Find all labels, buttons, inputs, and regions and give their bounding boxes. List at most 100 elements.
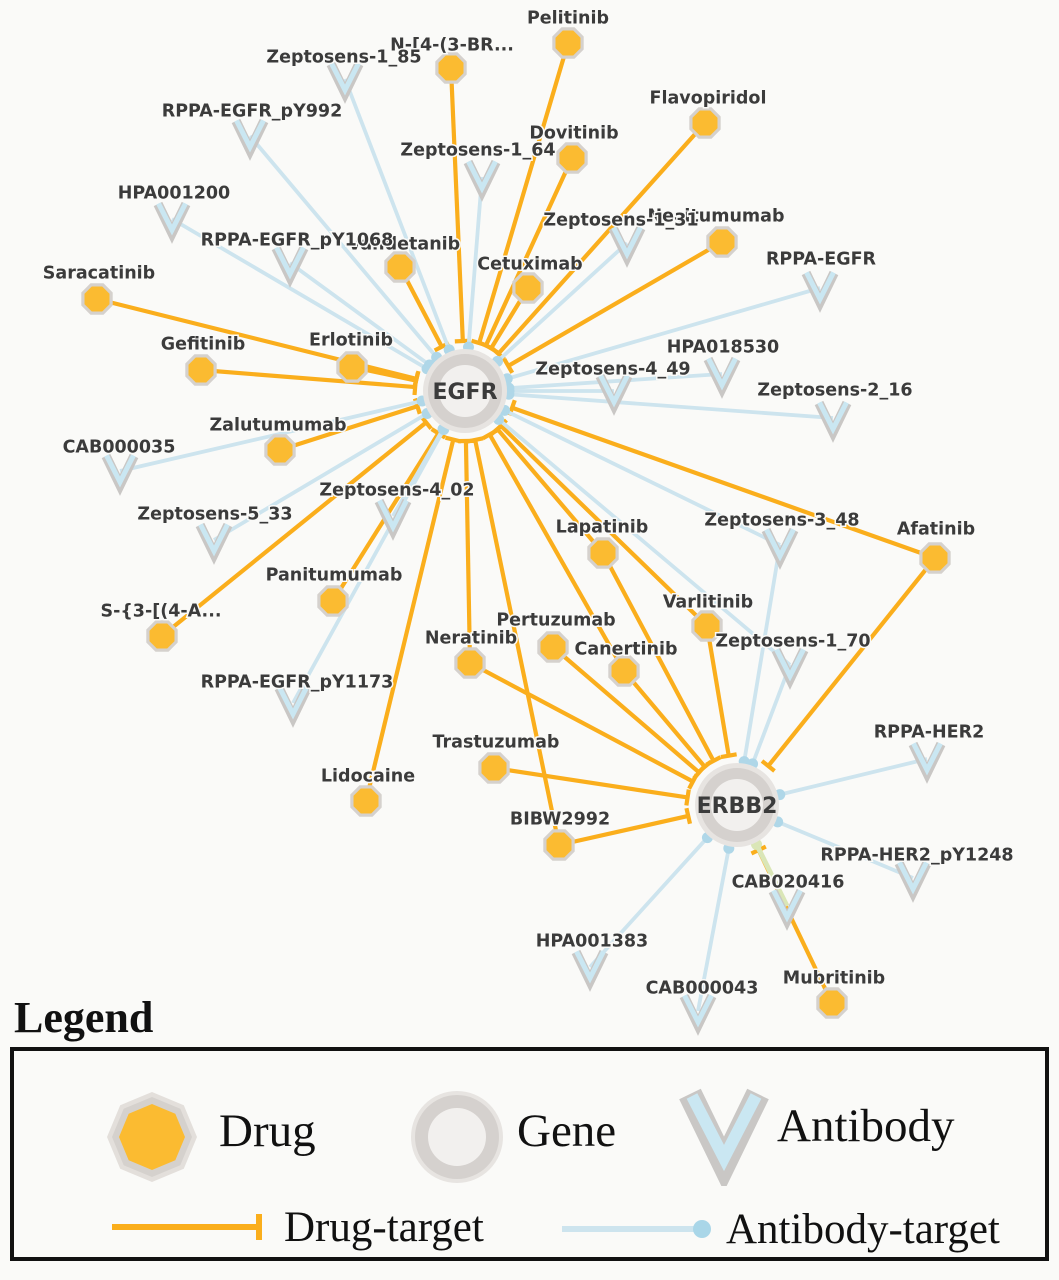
antibody-node-hpa001200[interactable] [153,201,191,244]
drug-node-trastuzumab[interactable] [478,752,510,784]
s-3-4-a-label: S-{3-[(4-A... [100,601,221,621]
antibody-node-cab000035[interactable] [101,453,139,496]
rppa-her2-py1248-label: RPPA-HER2_pY1248 [820,845,1013,865]
edge-rppa-egfr-py992-egfr [248,134,439,359]
antibody-node-zeptosens-4-49[interactable] [595,373,633,416]
edge-rppa-egfr-py1068-egfr [288,261,431,367]
edge-n-4-3-br-egfr [448,67,465,342]
gene-node-erbb2[interactable]: ERBB2 [695,763,779,847]
drug-node-cetuximab[interactable] [512,272,544,304]
saracatinib-label: Saracatinib [43,263,155,283]
trastuzumab-label: Trastuzumab [433,732,560,752]
edge-erlotinib-egfr-tee [412,372,420,389]
edge-afatinib-erbb2 [766,556,937,768]
rppa-egfr-py1068-label: RPPA-EGFR_pY1068 [201,230,394,250]
edge-dovitinib-egfr [483,157,574,347]
drug-node-pelitinib[interactable] [552,27,584,59]
lidocaine-label: Lidocaine [321,766,415,786]
antibody-node-zeptosens-1-31[interactable] [608,225,646,268]
chevron-down-icon-fill [897,861,929,895]
chevron-down-icon-fill [574,950,606,984]
antibody-node-zeptosens-5-33[interactable] [195,522,233,565]
drug-octagon-icon [438,55,464,81]
antibody-node-rppa-egfr-py1068[interactable] [271,245,309,288]
drug-node-afatinib[interactable] [919,542,951,574]
drug-node-flavopiridol[interactable] [689,107,721,139]
antibody-node-rppa-egfr[interactable] [801,270,839,313]
drug-node-canertinib[interactable] [608,655,640,687]
antibody-target-edge-icon [562,1220,711,1238]
drug-octagon-icon [540,634,566,660]
antibody-node-rppa-egfr-py1173[interactable] [274,685,312,728]
antibody-node-cab000043[interactable] [679,993,717,1036]
drug-node-zalutumumab[interactable] [264,434,296,466]
drug-node-icon [107,1092,197,1182]
antibody-node-hpa001383[interactable] [571,949,609,992]
antibody-node-hpa018530[interactable] [703,356,741,399]
hpa001383-label: HPA001383 [536,931,648,951]
edge-neratinib-egfr [463,440,473,664]
drug-node-panitumumab[interactable] [317,585,349,617]
chevron-down-icon-fill [598,374,630,408]
antibody-node-cab020416[interactable] [768,888,806,931]
antibody-node-zeptosens-4-02[interactable] [374,498,412,541]
zeptosens-5-33-label: Zeptosens-5_33 [137,504,292,524]
drug-node-gefitinib[interactable] [185,354,217,386]
antibody-node-zeptosens-1-64[interactable] [463,159,501,202]
neratinib-label: Neratinib [425,628,517,648]
antibody-node-rppa-her2[interactable] [908,741,946,784]
gefitinib-label: Gefitinib [161,334,246,354]
drug-octagon-icon [555,30,581,56]
chevron-down-icon-fill [277,686,309,720]
drug-node-lapatinib[interactable] [587,537,619,569]
edge-lapatinib-erbb2 [601,552,716,762]
drug-octagon-icon [819,990,845,1016]
dovitinib-label: Dovitinib [529,123,618,143]
edge-rppa-egfr-egfr [506,286,821,381]
edge-rppa-her2-py1248-erbb2 [776,820,914,880]
edge-varlitinib-erbb2 [704,625,731,757]
panitumumab-label: Panitumumab [266,565,403,585]
edge-afatinib-egfr [511,405,936,560]
legend-drug-label: Drug [219,1105,316,1157]
drug-node-dovitinib[interactable] [556,142,588,174]
zeptosens-3-48-label: Zeptosens-3_48 [704,510,859,530]
edge-zeptosens-1-31-egfr [496,241,629,363]
legend-antibody-target-label: Antibody-target [726,1206,1000,1253]
cab020416-label: CAB020416 [732,872,845,892]
edge-trastuzumab-erbb2-tee [684,789,691,806]
drug-octagon-icon [353,788,379,814]
drug-node-bibw2992[interactable] [543,829,575,861]
drug-octagon-icon [709,229,735,255]
antibody-node-zeptosens-1-70[interactable] [771,647,809,690]
antibody-node-zeptosens-3-48[interactable] [761,527,799,570]
chevron-down-icon-fill [156,202,188,236]
drug-node-saracatinib[interactable] [81,283,113,315]
afatinib-label: Afatinib [897,519,975,539]
antibody-node-rppa-her2-py1248[interactable] [894,860,932,903]
antibody-node-rppa-egfr-py992[interactable] [231,118,269,161]
drug-node-pertuzumab[interactable] [537,631,569,663]
edge-rppa-egfr-py1173-egfr [291,428,446,704]
drug-node-lidocaine[interactable] [350,785,382,817]
drug-octagon-icon [692,110,718,136]
gene-node-egfr[interactable]: EGFR [423,349,507,433]
drug-node-varlitinib[interactable] [691,610,723,642]
chevron-down-icon-fill [771,889,803,923]
drug-node-necitumumab[interactable] [706,226,738,258]
antibody-node-zeptosens-1-85[interactable] [326,61,364,104]
hpa018530-label: HPA018530 [667,337,779,357]
drug-node-vandetanib[interactable] [384,251,416,283]
chevron-down-icon-fill [274,246,306,280]
edge-cab000043-erbb2 [696,847,731,1012]
antibody-node-zeptosens-2-16[interactable] [814,400,852,443]
drug-octagon-icon [559,145,585,171]
legend-title: Legend [14,993,154,1042]
drug-node-n-4-3-br[interactable] [435,52,467,84]
drug-node-s-3-4-a[interactable] [146,620,178,652]
drug-node-erlotinib[interactable] [336,351,368,383]
drug-node-neratinib[interactable] [454,647,486,679]
drug-node-mubritinib[interactable] [816,987,848,1019]
edge-varlitinib-egfr [499,424,709,628]
